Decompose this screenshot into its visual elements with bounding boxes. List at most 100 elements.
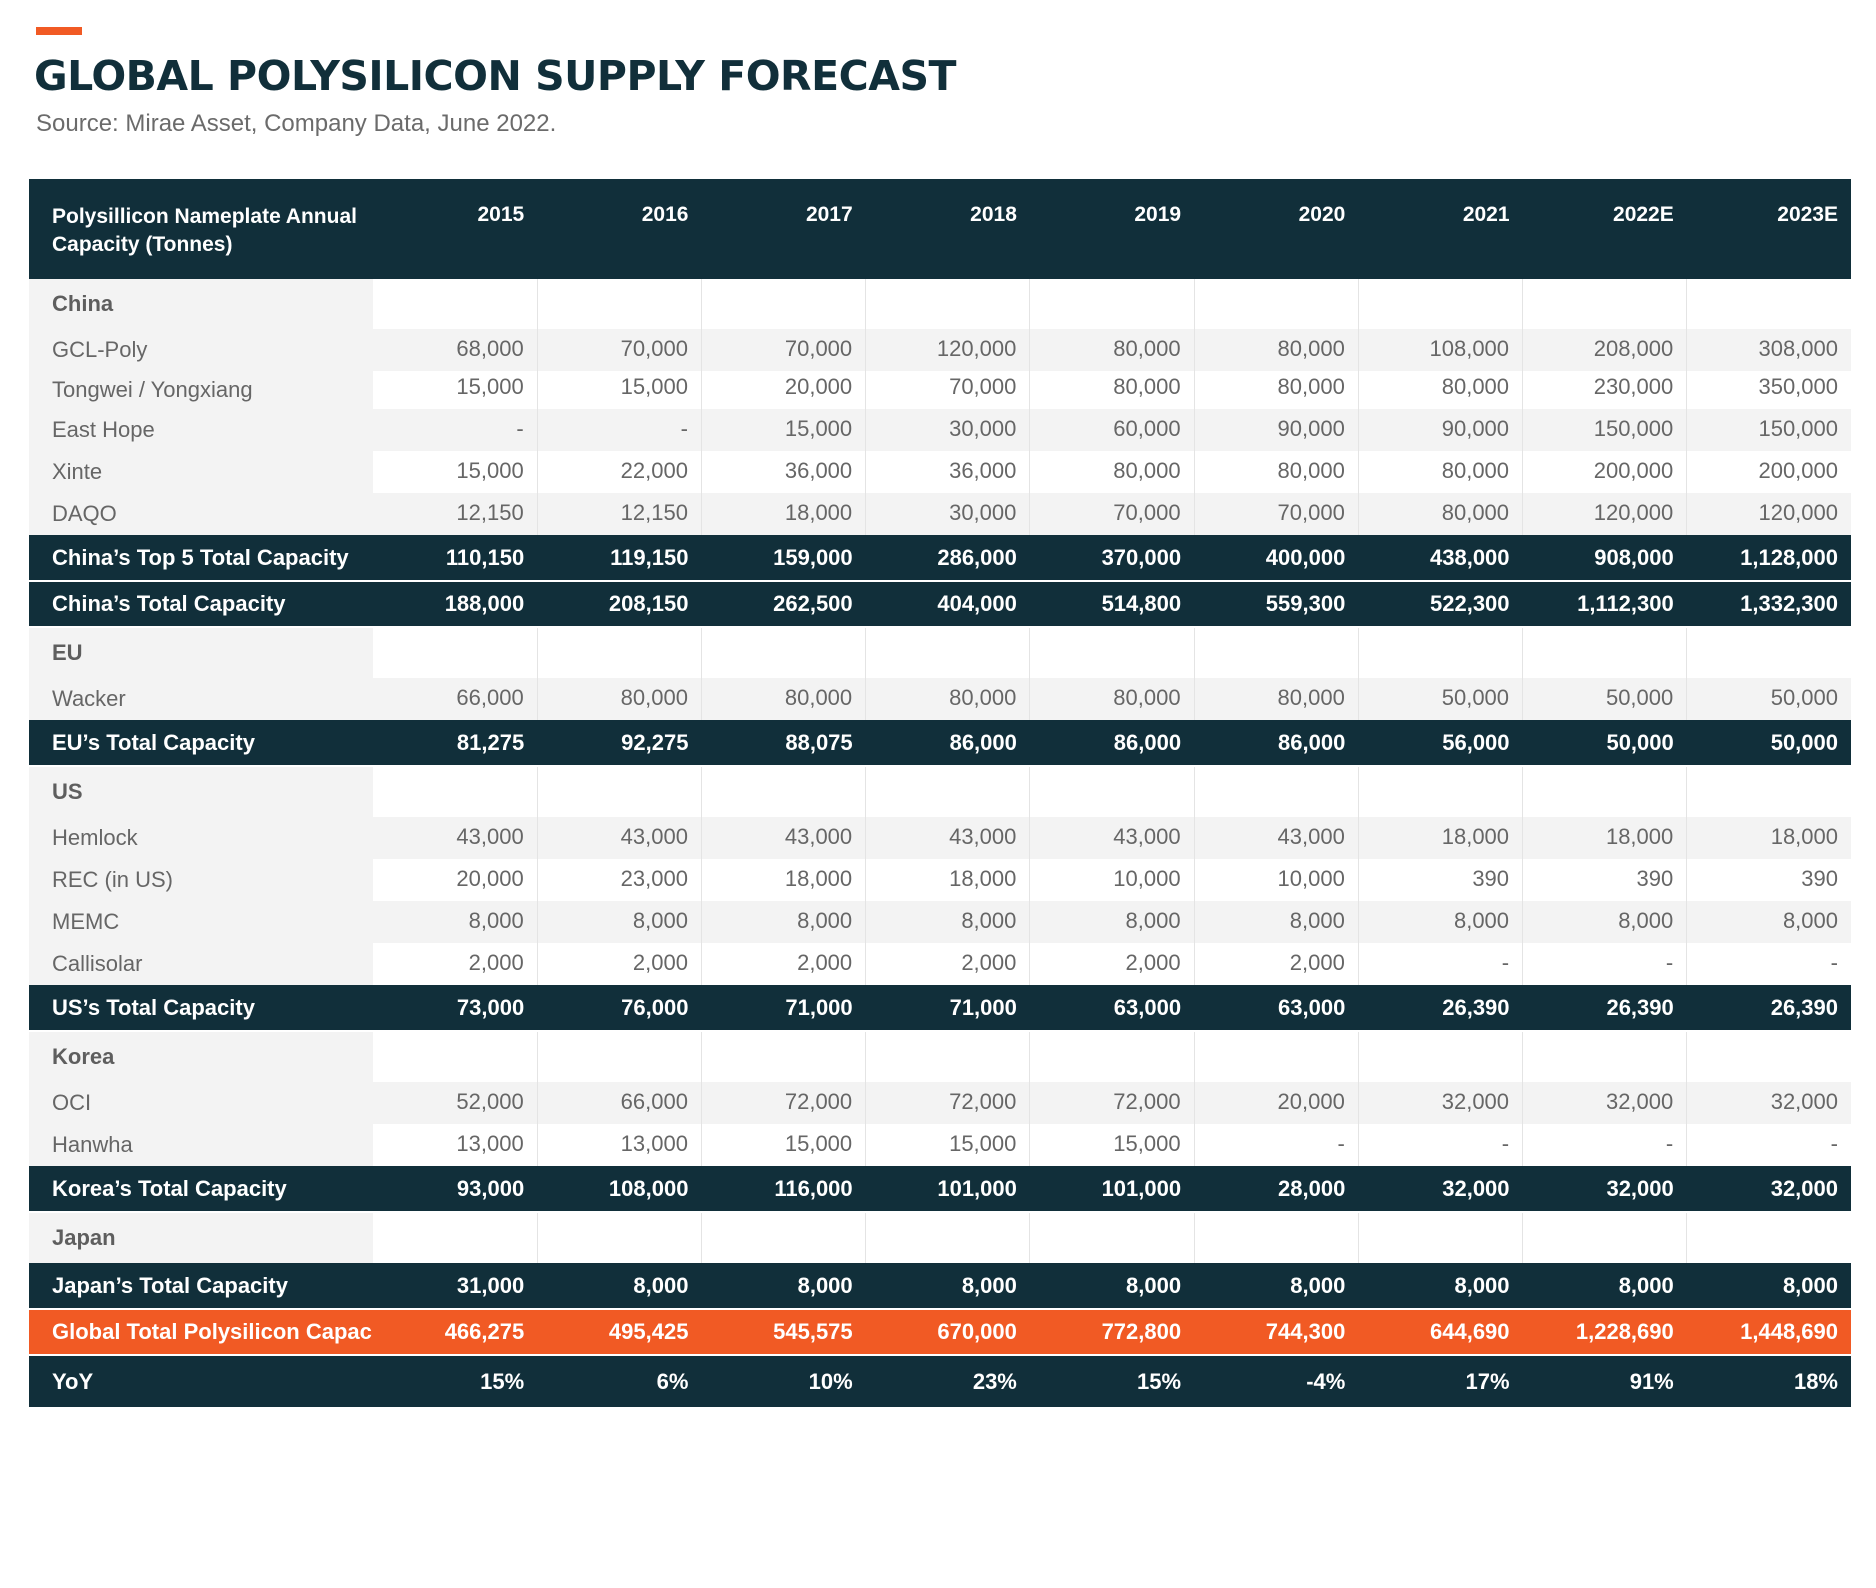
- yoy-row: YoY 15% 6% 10% 23% 15% -4% 17% 91% 18%: [29, 1355, 1851, 1407]
- value-cell: 8,000: [701, 1263, 866, 1310]
- value-cell: 18,000: [701, 493, 867, 535]
- value-cell: 70,000: [865, 371, 1031, 409]
- value-cell: 8,000: [1358, 1263, 1523, 1310]
- value-cell: 10,000: [1029, 859, 1195, 901]
- value-cell: 150,000: [1686, 409, 1851, 451]
- value-cell: 43,000: [865, 817, 1031, 859]
- value-cell: 80,000: [1194, 451, 1359, 493]
- year-header: 2023E: [1686, 179, 1851, 279]
- value-cell: -4%: [1194, 1355, 1359, 1407]
- value-cell: 15,000: [373, 451, 538, 493]
- empty-cell: [1686, 1212, 1851, 1263]
- row-label: Callisolar: [29, 943, 373, 985]
- value-cell: 208,150: [537, 581, 702, 628]
- value-cell: 2,000: [1194, 943, 1359, 985]
- value-cell: 28,000: [1194, 1166, 1359, 1213]
- value-cell: 76,000: [537, 985, 702, 1032]
- value-cell: 92,275: [537, 720, 702, 767]
- value-cell: -: [537, 409, 702, 451]
- value-cell: 1,448,690: [1686, 1309, 1851, 1356]
- row-label: Korea: [29, 1031, 373, 1082]
- value-cell: 18,000: [1522, 817, 1688, 859]
- value-cell: 15,000: [701, 409, 867, 451]
- empty-cell: [373, 279, 538, 329]
- value-cell: 30,000: [865, 493, 1031, 535]
- value-cell: 88,075: [701, 720, 866, 767]
- value-cell: 8,000: [1358, 901, 1524, 943]
- value-cell: 70,000: [1194, 493, 1359, 535]
- total-row: China’s Total Capacity 188,000 208,150 262,…: [29, 581, 1851, 628]
- value-cell: 23%: [865, 1355, 1030, 1407]
- value-cell: 36,000: [865, 451, 1031, 493]
- page-title: GLOBAL POLYSILICON SUPPLY FORECAST: [34, 52, 956, 100]
- year-header: 2021: [1358, 179, 1523, 279]
- row-label: East Hope: [29, 409, 373, 451]
- value-cell: 66,000: [537, 1082, 702, 1124]
- table-header-row: Polysillicon Nameplate Annual Capacity (…: [29, 179, 1851, 279]
- value-cell: 17%: [1358, 1355, 1523, 1407]
- value-cell: 15%: [373, 1355, 538, 1407]
- value-cell: 101,000: [865, 1166, 1030, 1213]
- value-cell: 12,150: [537, 493, 702, 535]
- empty-cell: [1522, 627, 1688, 678]
- empty-cell: [1194, 627, 1359, 678]
- value-cell: 159,000: [701, 535, 866, 582]
- value-cell: 200,000: [1522, 451, 1688, 493]
- row-label: Japan’s Total Capacity: [29, 1263, 373, 1310]
- value-cell: 8,000: [865, 1263, 1030, 1310]
- row-label: MEMC: [29, 901, 373, 943]
- empty-cell: [1194, 1031, 1359, 1082]
- value-cell: 80,000: [1194, 329, 1359, 371]
- value-cell: 32,000: [1358, 1166, 1523, 1213]
- row-label: Hemlock: [29, 817, 373, 859]
- value-cell: 18,000: [865, 859, 1031, 901]
- total-row: US’s Total Capacity 73,000 76,000 71,000 71,…: [29, 985, 1851, 1032]
- total-row: EU’s Total Capacity 81,275 92,275 88,075 86,…: [29, 720, 1851, 767]
- value-cell: 50,000: [1522, 678, 1688, 720]
- value-cell: 32,000: [1686, 1166, 1851, 1213]
- value-cell: 80,000: [865, 678, 1031, 720]
- value-cell: -: [1358, 1124, 1524, 1166]
- value-cell: 26,390: [1522, 985, 1687, 1032]
- value-cell: 1,332,300: [1686, 581, 1851, 628]
- value-cell: 26,390: [1358, 985, 1523, 1032]
- value-cell: 71,000: [701, 985, 866, 1032]
- value-cell: 8,000: [865, 901, 1031, 943]
- value-cell: -: [1686, 943, 1851, 985]
- empty-cell: [865, 279, 1031, 329]
- value-cell: 80,000: [1029, 329, 1195, 371]
- empty-cell: [865, 1031, 1031, 1082]
- value-cell: 80,000: [1194, 678, 1359, 720]
- value-cell: 110,150: [373, 535, 538, 582]
- value-cell: 43,000: [701, 817, 867, 859]
- value-cell: 404,000: [865, 581, 1030, 628]
- year-header: 2022E: [1522, 179, 1687, 279]
- value-cell: 8,000: [1029, 1263, 1195, 1310]
- value-cell: 91%: [1522, 1355, 1687, 1407]
- value-cell: 56,000: [1358, 720, 1523, 767]
- value-cell: 36,000: [701, 451, 867, 493]
- value-cell: 43,000: [1194, 817, 1359, 859]
- section-row: China: [29, 279, 1851, 329]
- row-label: Wacker: [29, 678, 373, 720]
- value-cell: 20,000: [373, 859, 538, 901]
- empty-cell: [1194, 279, 1359, 329]
- value-cell: 13,000: [537, 1124, 702, 1166]
- row-label: GCL-Poly: [29, 329, 373, 371]
- table-row: OCI 52,000 66,000 72,000 72,000 72,000 20,000 3…: [29, 1082, 1851, 1124]
- empty-cell: [701, 1031, 867, 1082]
- row-label: YoY: [29, 1355, 373, 1407]
- value-cell: 670,000: [865, 1309, 1030, 1356]
- table-row: GCL-Poly 68,000 70,000 70,000 120,000 80,000 8…: [29, 329, 1851, 371]
- value-cell: 80,000: [701, 678, 867, 720]
- value-cell: 43,000: [537, 817, 702, 859]
- value-cell: 120,000: [1522, 493, 1688, 535]
- table-row: East Hope - -15,000 30,000 60,000 90,000 90,00…: [29, 409, 1851, 451]
- total-row: Korea’s Total Capacity 93,000 108,000 116,0…: [29, 1166, 1851, 1213]
- value-cell: 2,000: [1029, 943, 1195, 985]
- value-cell: 43,000: [373, 817, 538, 859]
- empty-cell: [865, 766, 1031, 817]
- row-label: China: [29, 279, 373, 329]
- value-cell: 15%: [1029, 1355, 1195, 1407]
- value-cell: 86,000: [1194, 720, 1359, 767]
